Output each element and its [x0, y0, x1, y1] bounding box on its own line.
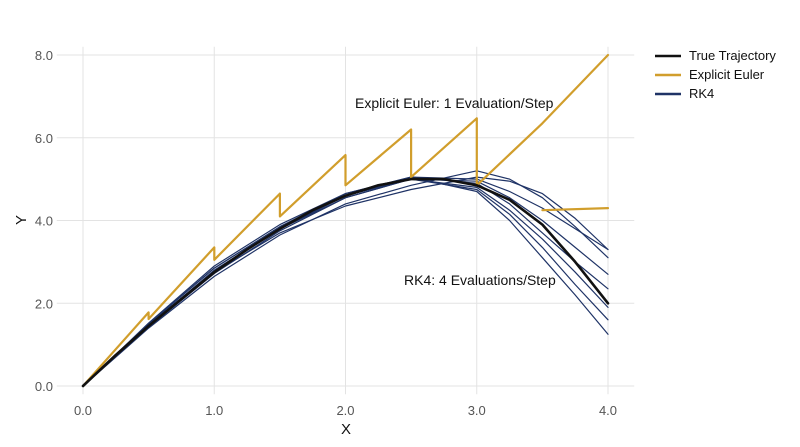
y-tick-label: 4.0 — [35, 214, 53, 229]
legend-label-euler: Explicit Euler — [689, 67, 765, 82]
tick-labels: 0.0 1.0 2.0 3.0 4.0 0.0 2.0 4.0 6.0 8.0 — [35, 48, 617, 418]
explicit-euler-line — [541, 207, 610, 212]
x-tick-label: 2.0 — [336, 403, 354, 418]
explicit-euler-line — [81, 53, 610, 388]
y-tick-label: 8.0 — [35, 48, 53, 63]
legend: True Trajectory Explicit Euler RK4 — [655, 48, 776, 101]
x-tick-label: 3.0 — [468, 403, 486, 418]
legend-label-rk4: RK4 — [689, 86, 714, 101]
y-axis-title: Y — [13, 215, 30, 225]
x-tick-label: 1.0 — [205, 403, 223, 418]
true-trajectory-line — [81, 177, 610, 388]
legend-label-true: True Trajectory — [689, 48, 776, 63]
x-axis-title: X — [341, 421, 351, 438]
annotation-rk4: RK4: 4 Evaluations/Step — [404, 272, 556, 288]
x-tick-label: 0.0 — [74, 403, 92, 418]
y-tick-label: 2.0 — [35, 296, 53, 311]
rk4-line — [82, 170, 609, 387]
y-tick-label: 0.0 — [35, 379, 53, 394]
annotation-euler: Explicit Euler: 1 Evaluation/Step — [355, 95, 554, 111]
y-tick-label: 6.0 — [35, 131, 53, 146]
series-layer — [81, 53, 610, 388]
x-tick-label: 4.0 — [599, 403, 617, 418]
grid — [56, 46, 635, 395]
